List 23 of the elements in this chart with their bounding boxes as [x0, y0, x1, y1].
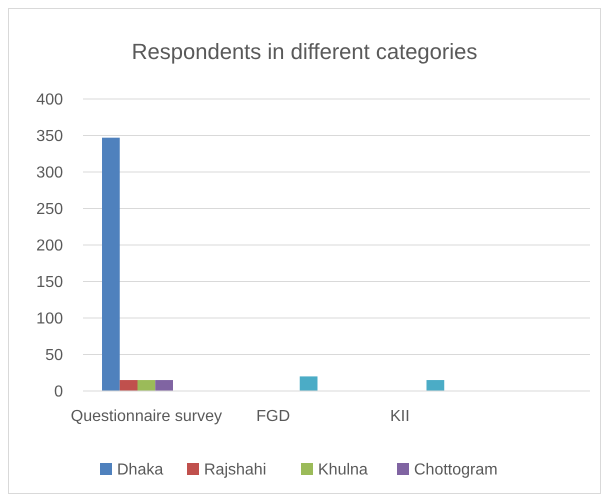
- bar: [155, 380, 173, 391]
- legend-label: Khulna: [318, 462, 368, 479]
- chart-title: Respondents in different categories: [132, 39, 478, 64]
- legend-label: Chottogram: [414, 462, 498, 479]
- y-tick-label: 0: [54, 384, 64, 401]
- y-tick-label: 150: [36, 274, 64, 292]
- bar: [426, 380, 444, 391]
- y-tick-label: 300: [36, 164, 64, 182]
- y-tick-label: 100: [36, 310, 64, 328]
- legend-label: Dhaka: [117, 462, 164, 479]
- legend-label: Rajshahi: [204, 462, 266, 479]
- y-tick-label: 250: [36, 201, 64, 218]
- x-tick-label: KII: [390, 408, 410, 425]
- y-tick-label: 200: [36, 238, 64, 255]
- bar: [120, 380, 138, 391]
- x-tick-label: FGD: [256, 408, 290, 425]
- bar: [300, 376, 318, 391]
- bar: [138, 380, 156, 391]
- y-tick-label: 350: [36, 128, 64, 146]
- x-tick-label: Questionnaire survey: [70, 408, 222, 425]
- y-tick-label: 400: [36, 92, 64, 109]
- y-tick-label: 50: [45, 347, 64, 364]
- bar: [102, 138, 120, 391]
